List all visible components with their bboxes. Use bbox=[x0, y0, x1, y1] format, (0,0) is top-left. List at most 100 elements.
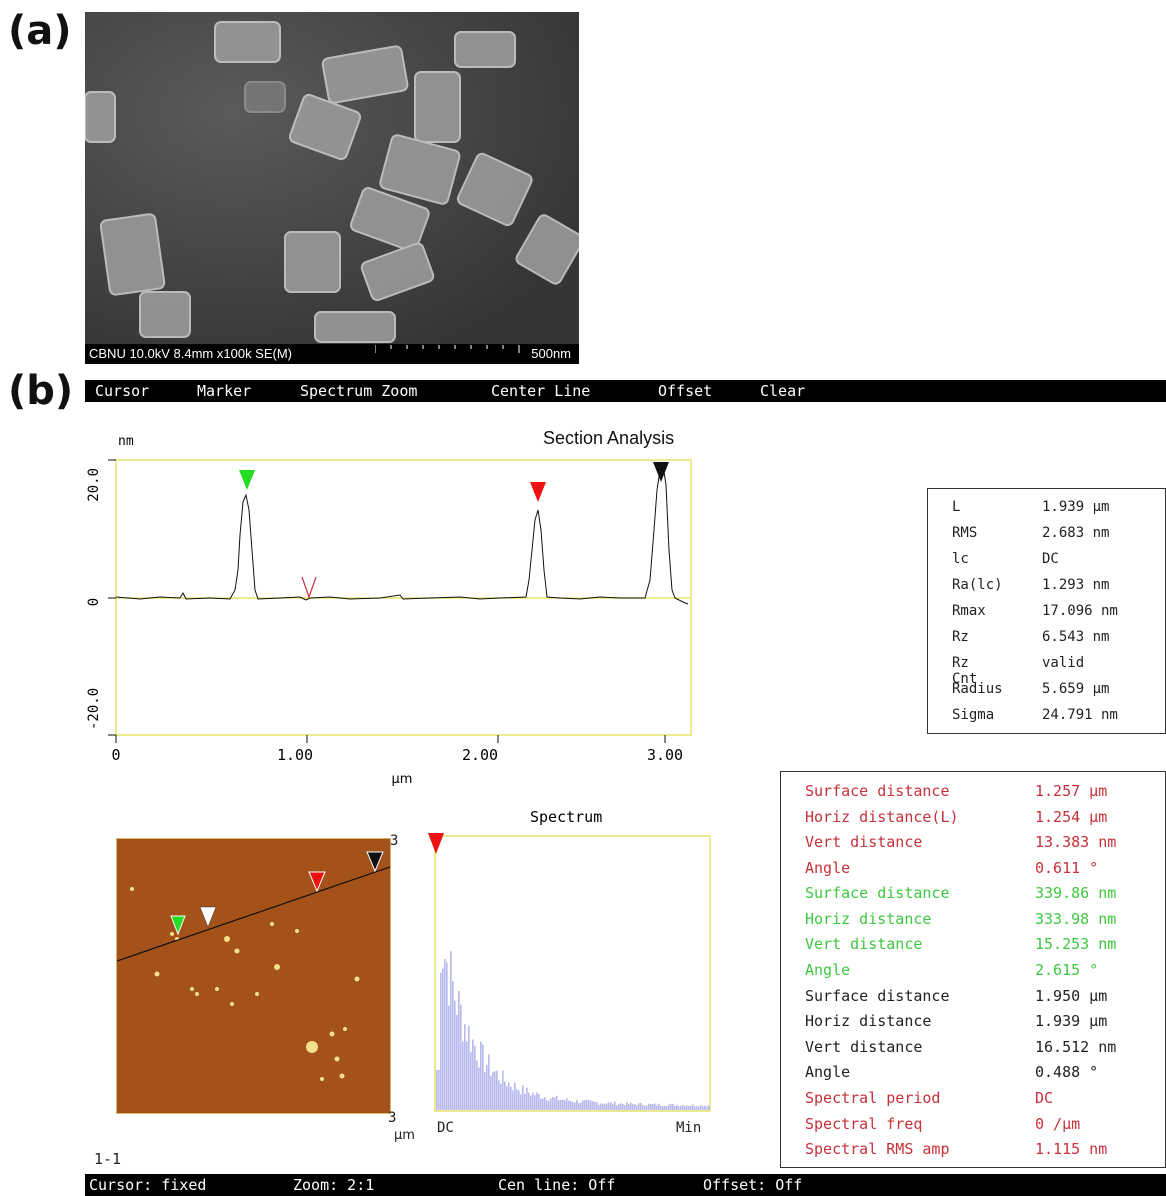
spectrum-bar bbox=[670, 1103, 672, 1110]
spectrum-bar bbox=[484, 1071, 486, 1110]
spectrum-bar bbox=[552, 1096, 554, 1110]
spectrum-bar bbox=[544, 1097, 546, 1110]
section-title: Section Analysis bbox=[543, 428, 675, 448]
spectrum-bar bbox=[524, 1093, 526, 1110]
menu-marker[interactable]: Marker bbox=[197, 382, 252, 400]
spectrum-bar bbox=[702, 1106, 704, 1110]
spectrum-bar bbox=[444, 958, 446, 1110]
x-tick-1: 1.00 bbox=[277, 746, 313, 764]
spectrum-bar bbox=[628, 1104, 630, 1110]
spectrum-bar bbox=[704, 1105, 706, 1110]
spectrum-bar bbox=[624, 1105, 626, 1110]
spectrum-bar bbox=[682, 1105, 684, 1110]
spectrum-bar bbox=[634, 1104, 636, 1110]
spectrum-bar bbox=[490, 1075, 492, 1110]
spectrum-bar bbox=[558, 1100, 560, 1110]
spectrum-bar bbox=[590, 1100, 592, 1110]
profile-marker-black bbox=[653, 462, 669, 482]
spectrum-bar bbox=[586, 1099, 588, 1110]
sem-scale-label: 500nm bbox=[531, 346, 571, 361]
spectrum-bar bbox=[678, 1106, 680, 1110]
spectrum-bar bbox=[440, 972, 442, 1110]
profile-marker-red bbox=[530, 482, 546, 502]
menu-clear[interactable]: Clear bbox=[760, 382, 806, 400]
y-tick-top: 20.0 bbox=[86, 468, 102, 502]
spectrum-bar bbox=[516, 1089, 518, 1110]
spectrum-bar bbox=[500, 1083, 502, 1110]
spectrum-bar bbox=[680, 1105, 682, 1110]
spectrum-bar bbox=[644, 1105, 646, 1110]
spectrum-bar bbox=[584, 1100, 586, 1110]
spectrum-bar bbox=[570, 1100, 572, 1110]
afm-height-image[interactable] bbox=[116, 838, 391, 1114]
spectrum-bar bbox=[640, 1102, 642, 1110]
spectrum-bar bbox=[608, 1102, 610, 1110]
spectrum-bar bbox=[582, 1100, 584, 1110]
spectrum-bar bbox=[668, 1104, 670, 1110]
spectrum-bar bbox=[626, 1102, 628, 1110]
spectrum-bar bbox=[496, 1070, 498, 1110]
status-cursor: Cursor: fixed bbox=[89, 1176, 207, 1194]
spectrum-bar bbox=[492, 1072, 494, 1110]
menu-cursor[interactable]: Cursor bbox=[95, 382, 150, 400]
y-unit-label: nm bbox=[118, 434, 134, 449]
spectrum-bar bbox=[706, 1106, 708, 1110]
spectrum-bar bbox=[508, 1082, 510, 1110]
spectrum-bar bbox=[504, 1081, 506, 1110]
spectrum-bar bbox=[580, 1102, 582, 1110]
spectrum-bar bbox=[512, 1090, 514, 1110]
spectrum-title: Spectrum bbox=[530, 808, 603, 826]
spectrum-bar bbox=[550, 1098, 552, 1110]
x-tick-2: 2.00 bbox=[462, 746, 498, 764]
sem-scale-ticks bbox=[375, 345, 520, 353]
spectrum-bar bbox=[458, 990, 460, 1110]
spectrum-bar bbox=[592, 1101, 594, 1110]
spectrum-min-label: Min bbox=[676, 1120, 702, 1136]
menu-bar: Cursor Marker Spectrum Zoom Center Line … bbox=[85, 380, 1166, 402]
spectrum-bar bbox=[472, 1039, 474, 1110]
spectrum-chart[interactable] bbox=[420, 830, 720, 1120]
spectrum-bar bbox=[562, 1099, 564, 1110]
spectrum-bar bbox=[572, 1102, 574, 1110]
sem-info: CBNU 10.0kV 8.4mm x100k SE(M) bbox=[89, 346, 293, 361]
spectrum-bar bbox=[574, 1102, 576, 1110]
section-profile-chart: 20.0 0 -20.0 0 1.00 2.00 3.00 µm bbox=[86, 459, 692, 787]
spectrum-bar bbox=[454, 1000, 456, 1110]
spectrum-bar bbox=[614, 1101, 616, 1110]
spectrum-bar bbox=[594, 1101, 596, 1110]
menu-center-line[interactable]: Center Line bbox=[491, 382, 591, 400]
spectrum-bar bbox=[566, 1098, 568, 1110]
spectrum-bar bbox=[470, 1052, 472, 1110]
spectrum-bar bbox=[610, 1102, 612, 1110]
menu-spectrum-zoom[interactable]: Spectrum Zoom bbox=[300, 382, 418, 400]
spectrum-bar bbox=[686, 1105, 688, 1110]
spectrum-bar bbox=[462, 1041, 464, 1110]
x-unit-label: µm bbox=[392, 772, 413, 787]
spectrum-bar bbox=[588, 1100, 590, 1110]
roughness-stats-box: L 1.939 µm RMS 2.683 nm lc DC Ra(lc) 1.293 n… bbox=[927, 488, 1166, 734]
measurements-box: Surface distance 1.257 µm Horiz distance(… bbox=[780, 771, 1166, 1168]
spectrum-bar bbox=[548, 1100, 550, 1110]
panel-label-a: (a) bbox=[8, 8, 72, 54]
spectrum-bar bbox=[446, 962, 448, 1110]
y-tick-mid: 0 bbox=[86, 598, 102, 606]
spectrum-bar bbox=[620, 1103, 622, 1110]
spectrum-bar bbox=[596, 1102, 598, 1110]
menu-offset[interactable]: Offset bbox=[658, 382, 713, 400]
spectrum-bar bbox=[456, 1014, 458, 1110]
spectrum-bar bbox=[700, 1104, 702, 1110]
spectrum-bar bbox=[622, 1103, 624, 1110]
spectrum-bar bbox=[568, 1100, 570, 1110]
spectrum-bar bbox=[636, 1105, 638, 1110]
spectrum-bar bbox=[534, 1095, 536, 1110]
spectrum-dc-label: DC bbox=[437, 1120, 454, 1136]
spectrum-bar bbox=[642, 1105, 644, 1110]
profile-line bbox=[115, 463, 689, 605]
spectrum-bar bbox=[448, 1005, 450, 1110]
x-tick-0: 0 bbox=[111, 746, 120, 764]
sem-image: CBNU 10.0kV 8.4mm x100k SE(M) 500nm bbox=[85, 12, 579, 364]
spectrum-bar bbox=[674, 1105, 676, 1110]
spectrum-bar bbox=[442, 968, 444, 1110]
spectrum-bar bbox=[482, 1044, 484, 1110]
spectrum-bar bbox=[692, 1104, 694, 1110]
